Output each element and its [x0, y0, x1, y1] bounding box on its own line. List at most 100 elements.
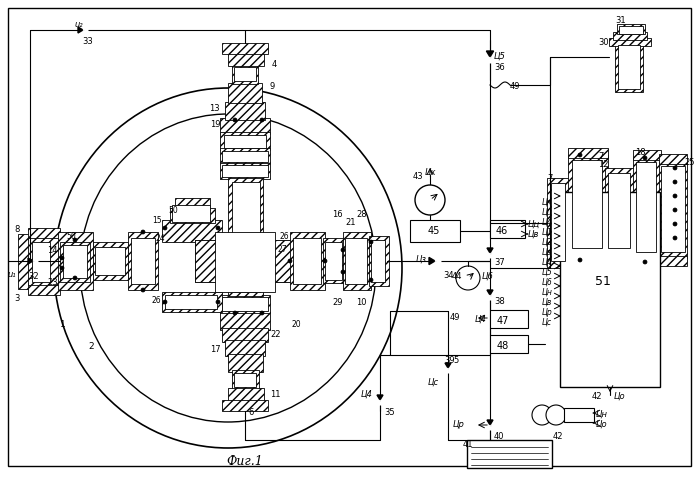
Text: 23: 23	[47, 278, 57, 287]
Bar	[636, 162, 656, 252]
Text: 40: 40	[494, 432, 505, 441]
Bar	[551, 183, 565, 261]
Bar	[371, 240, 385, 282]
Circle shape	[546, 405, 566, 425]
Bar	[547, 178, 569, 268]
Polygon shape	[83, 27, 88, 33]
Text: Цц: Цц	[528, 220, 540, 229]
Bar	[572, 160, 602, 248]
Circle shape	[456, 266, 480, 290]
Ellipse shape	[80, 114, 376, 422]
Bar	[215, 232, 275, 292]
Text: 41: 41	[463, 440, 473, 449]
Text: Ц4: Ц4	[475, 315, 487, 324]
Bar	[345, 238, 367, 284]
Text: 3: 3	[14, 294, 20, 303]
Bar	[170, 208, 215, 223]
Bar	[369, 236, 389, 286]
Bar	[95, 247, 125, 275]
Bar	[659, 154, 687, 164]
Bar	[162, 292, 222, 312]
Text: Цр: Цр	[542, 308, 553, 317]
Bar	[564, 408, 594, 422]
Bar	[613, 32, 647, 40]
Ellipse shape	[54, 88, 402, 448]
Text: u₂: u₂	[75, 20, 84, 29]
Polygon shape	[487, 290, 493, 295]
Bar	[490, 220, 525, 238]
Bar	[560, 192, 660, 387]
Bar	[325, 242, 342, 280]
Circle shape	[415, 185, 445, 215]
Polygon shape	[28, 258, 33, 264]
Polygon shape	[487, 57, 493, 63]
Text: u₁: u₁	[8, 270, 17, 279]
Bar	[234, 373, 256, 387]
Bar	[661, 166, 685, 252]
Circle shape	[323, 259, 327, 263]
Bar	[220, 148, 270, 164]
Bar	[615, 42, 643, 92]
Polygon shape	[435, 257, 441, 265]
Text: Ц4: Ц4	[361, 390, 373, 399]
Bar	[220, 118, 270, 134]
Text: 34: 34	[443, 271, 454, 280]
Bar	[128, 232, 158, 290]
Polygon shape	[487, 420, 493, 425]
Text: 5: 5	[453, 356, 459, 365]
Circle shape	[73, 238, 77, 242]
Text: 50: 50	[168, 206, 178, 215]
Circle shape	[341, 270, 345, 274]
Text: 26: 26	[152, 296, 161, 305]
Bar	[228, 178, 263, 296]
Bar	[234, 67, 256, 81]
Circle shape	[260, 311, 264, 315]
Text: Ц4: Ц4	[542, 258, 553, 267]
Circle shape	[341, 248, 345, 252]
Circle shape	[233, 311, 237, 315]
Text: 49: 49	[510, 82, 521, 91]
Bar	[220, 163, 270, 179]
Bar	[28, 238, 60, 285]
Text: Ц5: Ц5	[494, 52, 506, 61]
Text: 10: 10	[356, 298, 366, 307]
Text: 35: 35	[384, 408, 395, 417]
Text: 22: 22	[270, 330, 280, 339]
Text: 33: 33	[82, 37, 93, 46]
Text: 31: 31	[615, 16, 626, 25]
Text: Фиг.1: Фиг.1	[226, 455, 264, 468]
Text: Цк: Цк	[542, 198, 552, 207]
Bar	[93, 242, 128, 280]
Text: 17: 17	[210, 345, 221, 354]
Bar	[290, 232, 325, 290]
Polygon shape	[487, 248, 493, 253]
Bar	[659, 162, 687, 258]
Bar	[467, 440, 552, 468]
Bar	[609, 38, 651, 46]
Circle shape	[216, 226, 220, 230]
Circle shape	[369, 278, 373, 282]
Bar	[222, 151, 268, 162]
Bar	[225, 340, 265, 356]
Bar	[162, 220, 222, 242]
Text: 36: 36	[494, 63, 505, 72]
Polygon shape	[445, 363, 451, 368]
Text: Ц6: Ц6	[482, 272, 494, 281]
Text: 16: 16	[332, 210, 343, 219]
Bar	[568, 148, 608, 158]
Bar	[222, 43, 268, 54]
Text: Ц1: Ц1	[542, 228, 553, 237]
Polygon shape	[487, 51, 493, 57]
Polygon shape	[487, 253, 493, 258]
Bar	[220, 312, 270, 330]
Circle shape	[163, 300, 167, 304]
Text: 2: 2	[88, 342, 94, 351]
Text: 46: 46	[496, 226, 508, 236]
Bar	[222, 400, 268, 411]
Circle shape	[673, 180, 677, 184]
Bar	[58, 232, 93, 290]
Text: 49: 49	[450, 313, 461, 322]
Text: 14: 14	[47, 246, 57, 255]
Text: 11: 11	[270, 390, 280, 399]
Circle shape	[578, 258, 582, 262]
